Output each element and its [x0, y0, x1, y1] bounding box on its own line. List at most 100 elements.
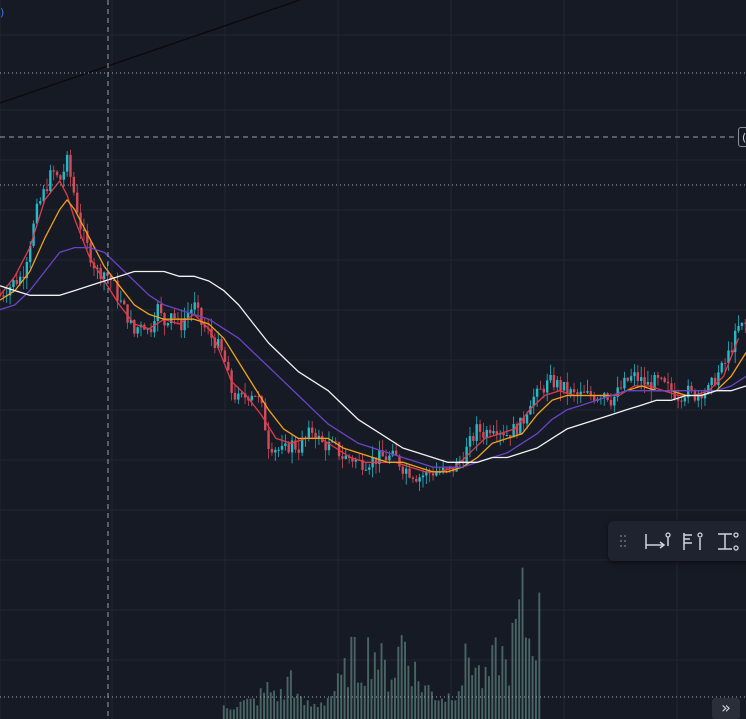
- candle-body: [562, 381, 566, 391]
- candle-body: [76, 192, 79, 213]
- candle-body: [146, 328, 149, 330]
- trendline[interactable]: [0, 0, 301, 104]
- volume-bar: [430, 691, 433, 719]
- volume-bar: [306, 700, 309, 719]
- volume-bar: [488, 676, 490, 719]
- volume-bar: [461, 685, 464, 719]
- ma_slow-line: [0, 246, 746, 468]
- volume-bar: [424, 685, 427, 719]
- candle-body: [485, 429, 488, 438]
- scroll-to-realtime-button[interactable]: »: [712, 698, 740, 719]
- candle-body: [250, 395, 253, 401]
- volume-bar: [498, 675, 500, 719]
- moving-averages: [0, 180, 746, 473]
- candle-body: [509, 435, 512, 438]
- volume-bar: [286, 676, 289, 719]
- floating-drawing-toolbar[interactable]: [608, 521, 746, 561]
- volume-bar: [336, 673, 339, 719]
- candle-body: [666, 381, 670, 384]
- candle-body: [465, 446, 468, 464]
- candle-body: [190, 309, 193, 314]
- volume-bar: [447, 693, 450, 719]
- volume-bar: [377, 669, 380, 719]
- volume-bar: [259, 688, 262, 719]
- volume-bar: [383, 659, 386, 719]
- candle-body: [62, 171, 65, 180]
- candle-body: [2, 295, 5, 297]
- candle-body: [72, 176, 76, 193]
- volume-bar: [514, 618, 517, 719]
- candle-body: [237, 393, 240, 400]
- candle-body: [673, 391, 676, 400]
- volume-bar: [511, 622, 514, 719]
- candle-body: [398, 455, 401, 467]
- volume-bar: [370, 679, 373, 719]
- volume-bar: [269, 692, 272, 719]
- candle-body: [549, 375, 552, 381]
- candle-body: [112, 280, 116, 282]
- volume-bar: [249, 698, 252, 719]
- volume-bar: [373, 652, 376, 719]
- candle-body: [626, 377, 629, 381]
- volume-bar: [414, 661, 417, 719]
- volume-bar: [229, 709, 232, 719]
- candle-body: [394, 450, 398, 456]
- candle-body: [22, 276, 25, 279]
- volume-bar: [441, 698, 443, 719]
- date-price-range-button[interactable]: [712, 524, 746, 558]
- volume-bar: [420, 692, 423, 719]
- volume-bar: [239, 701, 242, 719]
- candle-body: [307, 427, 311, 438]
- candle-body: [173, 313, 176, 319]
- candle-body: [45, 189, 49, 192]
- candle-body: [727, 350, 730, 363]
- candle-body: [334, 441, 337, 443]
- volume-bar: [289, 670, 292, 719]
- candle-body: [515, 423, 519, 435]
- volume-bar: [347, 687, 349, 719]
- volume-bar: [236, 706, 239, 719]
- candle-body: [589, 391, 593, 396]
- long-position-button[interactable]: [640, 524, 676, 558]
- volume-bar: [276, 701, 279, 719]
- candle-body: [700, 394, 703, 399]
- volume-bar: [417, 681, 420, 719]
- candle-body: [519, 417, 522, 435]
- candle-body: [116, 280, 119, 301]
- price-range-button[interactable]: [676, 524, 712, 558]
- candle-body: [737, 326, 740, 331]
- candle-body: [653, 375, 656, 391]
- price-scale-badge[interactable]: (: [738, 127, 746, 147]
- candle-body: [213, 337, 217, 348]
- candle-body: [203, 324, 206, 328]
- volume-bar: [427, 685, 430, 719]
- candle-body: [441, 467, 445, 472]
- volume-bar: [256, 705, 259, 719]
- candle-body: [89, 242, 92, 263]
- candle-body: [253, 395, 257, 397]
- volume-bar: [390, 679, 393, 719]
- candle-body: [532, 396, 535, 407]
- candle-body: [12, 280, 15, 288]
- volume-bar: [481, 688, 484, 719]
- candle-body: [227, 361, 230, 371]
- candle-body: [404, 468, 408, 474]
- candle-body: [663, 377, 666, 382]
- volume-bar: [474, 667, 477, 719]
- candle-body: [106, 272, 109, 276]
- volume-bar: [457, 691, 460, 719]
- candle-body: [42, 189, 45, 202]
- candle-body: [740, 322, 744, 327]
- candle-body: [431, 473, 435, 476]
- candle-body: [381, 450, 384, 457]
- volume-bar: [323, 705, 326, 719]
- candle-body: [25, 262, 29, 279]
- candle-body: [290, 440, 294, 453]
- volume-bar: [266, 682, 269, 719]
- candle-body: [421, 475, 425, 478]
- drag-handle-icon[interactable]: [616, 531, 630, 551]
- candle-body: [136, 327, 139, 334]
- candle-body: [15, 280, 18, 284]
